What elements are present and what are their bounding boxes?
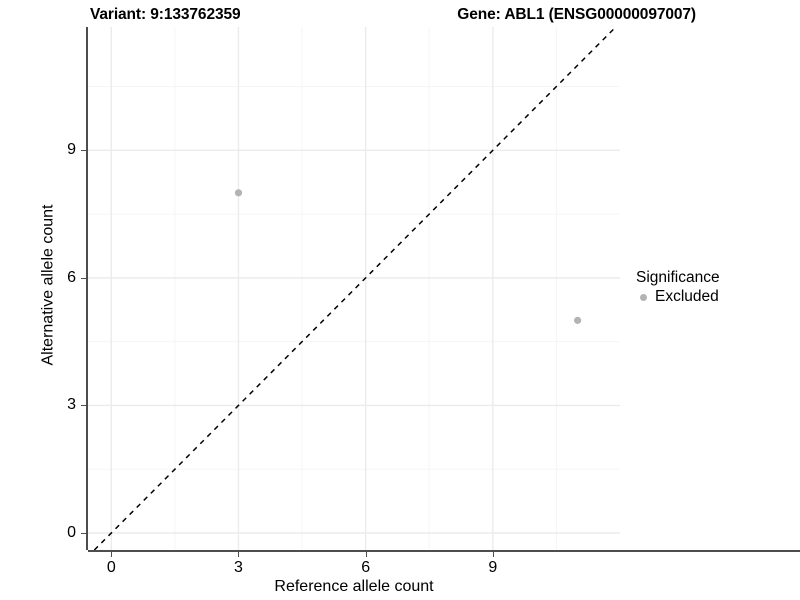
legend-title: Significance — [636, 269, 720, 286]
x-axis-title: Reference allele count — [274, 578, 434, 595]
x-tick-label: 0 — [106, 559, 116, 576]
plot-canvas — [88, 27, 620, 550]
y-tick-mark — [81, 405, 86, 407]
x-tick-mark — [238, 552, 240, 557]
legend-item[interactable]: Excluded — [634, 288, 800, 306]
legend-item-label: Excluded — [655, 288, 719, 306]
x-tick-mark — [365, 552, 367, 557]
y-tick-mark — [81, 277, 86, 279]
x-axis-line — [88, 550, 800, 552]
x-tick-mark — [492, 552, 494, 557]
y-axis-title: Alternative allele count — [39, 204, 57, 366]
x-tick-label: 6 — [361, 559, 371, 576]
y-tick-label: 6 — [67, 268, 76, 286]
x-tick-label: 9 — [488, 559, 498, 576]
x-tick-label: 3 — [234, 559, 243, 576]
data-point — [574, 316, 582, 324]
variant-title: Variant: 9:133762359 — [90, 6, 241, 23]
y-tick-label: 9 — [67, 141, 76, 159]
y-tick-label: 0 — [67, 523, 76, 541]
legend-entries: Excluded — [634, 288, 800, 306]
plot-panel — [88, 27, 620, 550]
y-axis-line — [86, 27, 88, 550]
y-tick-mark — [81, 532, 86, 534]
legend-key — [634, 288, 652, 306]
gene-title: Gene: ABL1 (ENSG00000097007) — [457, 6, 696, 23]
identity-line-annotation — [93, 27, 617, 550]
legend: Significance Excluded — [634, 269, 800, 306]
plot-title-row: Variant: 9:133762359 Gene: ABL1 (ENSG000… — [88, 6, 700, 30]
legend-circle-icon — [639, 293, 647, 301]
y-tick-label: 3 — [67, 396, 76, 414]
data-point — [234, 189, 243, 197]
y-tick-mark — [81, 150, 86, 152]
x-tick-mark — [111, 552, 113, 557]
